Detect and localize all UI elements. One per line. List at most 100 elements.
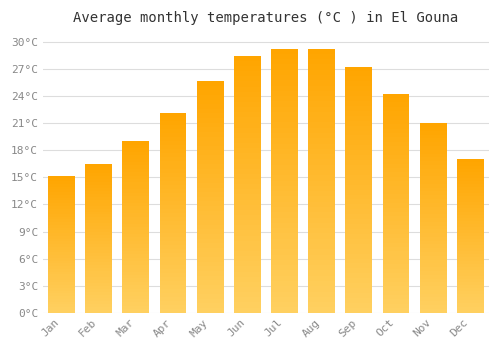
Bar	[308, 281, 335, 286]
Bar	[197, 225, 224, 229]
Bar	[160, 189, 186, 192]
Bar	[48, 228, 75, 230]
Bar	[346, 224, 372, 229]
Bar	[457, 245, 483, 248]
Bar	[382, 155, 409, 159]
Bar	[122, 272, 149, 275]
Bar	[160, 209, 186, 212]
Bar	[346, 298, 372, 303]
Bar	[457, 227, 483, 230]
Bar	[160, 153, 186, 156]
Bar	[271, 191, 298, 196]
Bar	[197, 262, 224, 266]
Bar	[271, 186, 298, 191]
Bar	[122, 162, 149, 165]
Bar	[420, 245, 446, 248]
Bar	[160, 273, 186, 277]
Bar	[48, 233, 75, 236]
Bar	[308, 112, 335, 117]
Bar	[271, 149, 298, 154]
Bar	[48, 219, 75, 222]
Bar	[86, 280, 112, 283]
Bar	[197, 215, 224, 220]
Bar	[346, 150, 372, 155]
Bar	[197, 308, 224, 313]
Bar	[234, 71, 260, 76]
Bar	[382, 225, 409, 229]
Bar	[271, 112, 298, 117]
Bar	[48, 225, 75, 228]
Bar	[86, 167, 112, 170]
Bar	[457, 159, 483, 162]
Bar	[86, 179, 112, 182]
Bar	[197, 188, 224, 192]
Bar	[346, 145, 372, 150]
Bar	[271, 276, 298, 281]
Bar	[308, 297, 335, 302]
Bar	[420, 127, 446, 131]
Bar	[122, 251, 149, 254]
Bar	[234, 66, 260, 71]
Bar	[160, 201, 186, 205]
Bar	[420, 290, 446, 294]
Bar	[420, 142, 446, 146]
Bar	[197, 169, 224, 174]
Bar	[382, 308, 409, 313]
Bar	[308, 144, 335, 149]
Bar	[234, 169, 260, 174]
Bar	[86, 185, 112, 188]
Bar	[271, 49, 298, 54]
Bar	[234, 112, 260, 117]
Bar	[308, 286, 335, 292]
Bar	[197, 127, 224, 132]
Bar	[122, 227, 149, 230]
Bar	[197, 155, 224, 160]
Bar	[86, 256, 112, 259]
Bar	[382, 229, 409, 234]
Bar	[382, 98, 409, 102]
Bar	[346, 101, 372, 106]
Bar	[457, 254, 483, 258]
Bar	[382, 265, 409, 269]
Bar	[86, 211, 112, 215]
Bar	[86, 238, 112, 241]
Bar	[346, 239, 372, 244]
Bar	[382, 208, 409, 212]
Bar	[420, 214, 446, 218]
Bar	[48, 307, 75, 310]
Bar	[122, 159, 149, 162]
Bar	[457, 276, 483, 279]
Bar	[420, 165, 446, 169]
Bar	[234, 256, 260, 261]
Bar	[271, 128, 298, 133]
Bar	[308, 70, 335, 75]
Title: Average monthly temperatures (°C ) in El Gouna: Average monthly temperatures (°C ) in El…	[74, 11, 458, 25]
Bar	[382, 129, 409, 133]
Bar	[48, 304, 75, 307]
Bar	[308, 133, 335, 138]
Bar	[122, 213, 149, 217]
Bar	[234, 220, 260, 225]
Bar	[197, 183, 224, 188]
Bar	[308, 91, 335, 96]
Bar	[382, 199, 409, 203]
Bar	[160, 248, 186, 253]
Bar	[48, 203, 75, 206]
Bar	[382, 186, 409, 190]
Bar	[457, 211, 483, 215]
Bar	[160, 268, 186, 273]
Bar	[86, 277, 112, 280]
Bar	[420, 252, 446, 256]
Bar	[308, 122, 335, 128]
Bar	[420, 199, 446, 203]
Bar	[86, 226, 112, 229]
Bar	[234, 128, 260, 133]
Bar	[122, 210, 149, 213]
Bar	[160, 205, 186, 209]
Bar	[86, 295, 112, 298]
Bar	[382, 251, 409, 256]
Bar	[457, 230, 483, 233]
Bar	[234, 61, 260, 66]
Bar	[197, 141, 224, 146]
Bar	[346, 126, 372, 131]
